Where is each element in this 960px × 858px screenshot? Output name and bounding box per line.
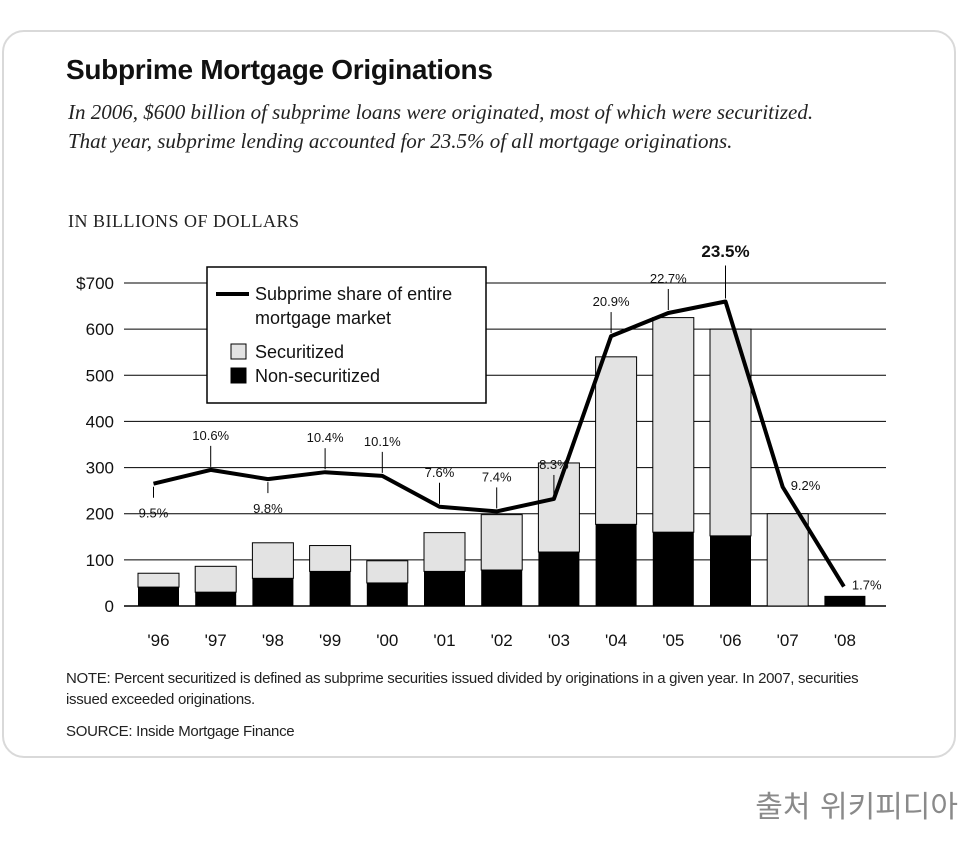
y-tick-label: $700 [76,274,114,293]
bar-securitized [537,462,580,553]
bar-non-securitized [595,524,637,606]
x-tick-label: '98 [262,631,284,650]
x-tick-label: '02 [491,631,513,650]
bar-non-securitized [138,587,179,606]
x-axis-labels: '96 '97 '98 '99 '00 '01 '02 '03 '04 '05 '06 '07 '08 [147,631,856,650]
line-point-label: 9.8% [253,501,283,516]
bar-non-securitized [252,578,294,606]
bar-non-securitized [309,571,351,606]
legend-non-securitized-label: Non-securitized [255,366,380,386]
bar-securitized [137,572,180,588]
line-point-label: 7.4% [482,469,512,484]
line-point-label: 8.3% [539,457,569,472]
bar-securitized [309,545,352,572]
legend-non-securitized-swatch [230,367,247,384]
x-tick-label: '03 [548,631,570,650]
line-point-label: 9.5% [139,506,169,521]
x-tick-label: '04 [605,631,627,650]
y-axis-labels: 0 100 200 300 400 500 600 $700 [76,274,114,616]
y-tick-label: 400 [86,412,114,431]
bar-securitized [251,542,294,579]
bar-non-securitized [195,592,237,606]
x-tick-label: '96 [147,631,169,650]
line-point-label: 10.1% [364,434,401,449]
y-tick-label: 100 [86,551,114,570]
legend: Subprime share of entire mortgage market … [206,266,487,404]
line-point-label: 10.4% [307,430,344,445]
x-tick-label: '99 [319,631,341,650]
bar-non-securitized [824,595,866,606]
chart-subtitle: In 2006, $600 billion of subprime loans … [68,100,814,153]
bar-non-securitized [538,552,580,606]
bars [137,317,866,607]
line-point-label: 23.5% [701,242,749,261]
y-tick-label: 200 [86,505,114,524]
x-tick-label: '05 [662,631,684,650]
legend-box [206,266,487,404]
line-point-label: 9.2% [791,478,821,493]
bar-non-securitized [652,532,694,606]
bar-non-securitized [424,571,465,606]
share-line-path [153,299,846,588]
bar-securitized [366,560,409,584]
legend-securitized-swatch [230,343,247,360]
share-line: 9.5% 10.6% 9.8% 10.4% 10.1% 7.6% 7.4% 8.3% 20.9%… [139,242,882,593]
bar-securitized [194,565,237,593]
bar-securitized [652,317,695,533]
bar-non-securitized [481,570,523,606]
chart-note: NOTE: Percent securitized is defined as … [66,670,859,708]
bar-non-securitized [710,535,751,606]
line-point-label: 10.6% [192,428,229,443]
chart-source: SOURCE: Inside Mortgage Finance [66,723,295,740]
y-tick-label: 300 [86,459,114,478]
y-tick-label: 0 [105,597,114,616]
bar-non-securitized [366,582,408,606]
bar-securitized [766,513,809,607]
line-point-label: 1.7% [852,578,882,593]
x-tick-label: '01 [433,631,455,650]
y-tick-label: 500 [86,366,114,385]
bar-securitized [595,356,638,525]
units-label: IN BILLIONS OF DOLLARS [68,211,300,231]
line-point-label: 22.7% [650,271,687,286]
x-tick-label: '97 [205,631,227,650]
legend-line-label: Subprime share of entire mortgage market [255,284,452,328]
x-tick-label: '00 [376,631,398,650]
x-tick-label: '06 [719,631,741,650]
bar-securitized [480,514,523,571]
line-point-label: 20.9% [593,294,630,309]
image-credit: 출처 위키피디아 [755,790,958,825]
line-point-label: 7.6% [425,465,455,480]
chart-title: Subprime Mortgage Originations [66,54,493,85]
bar-securitized [423,532,466,572]
y-tick-label: 600 [86,320,114,339]
legend-securitized-label: Securitized [255,342,344,362]
x-tick-label: '08 [834,631,856,650]
x-tick-label: '07 [777,631,799,650]
